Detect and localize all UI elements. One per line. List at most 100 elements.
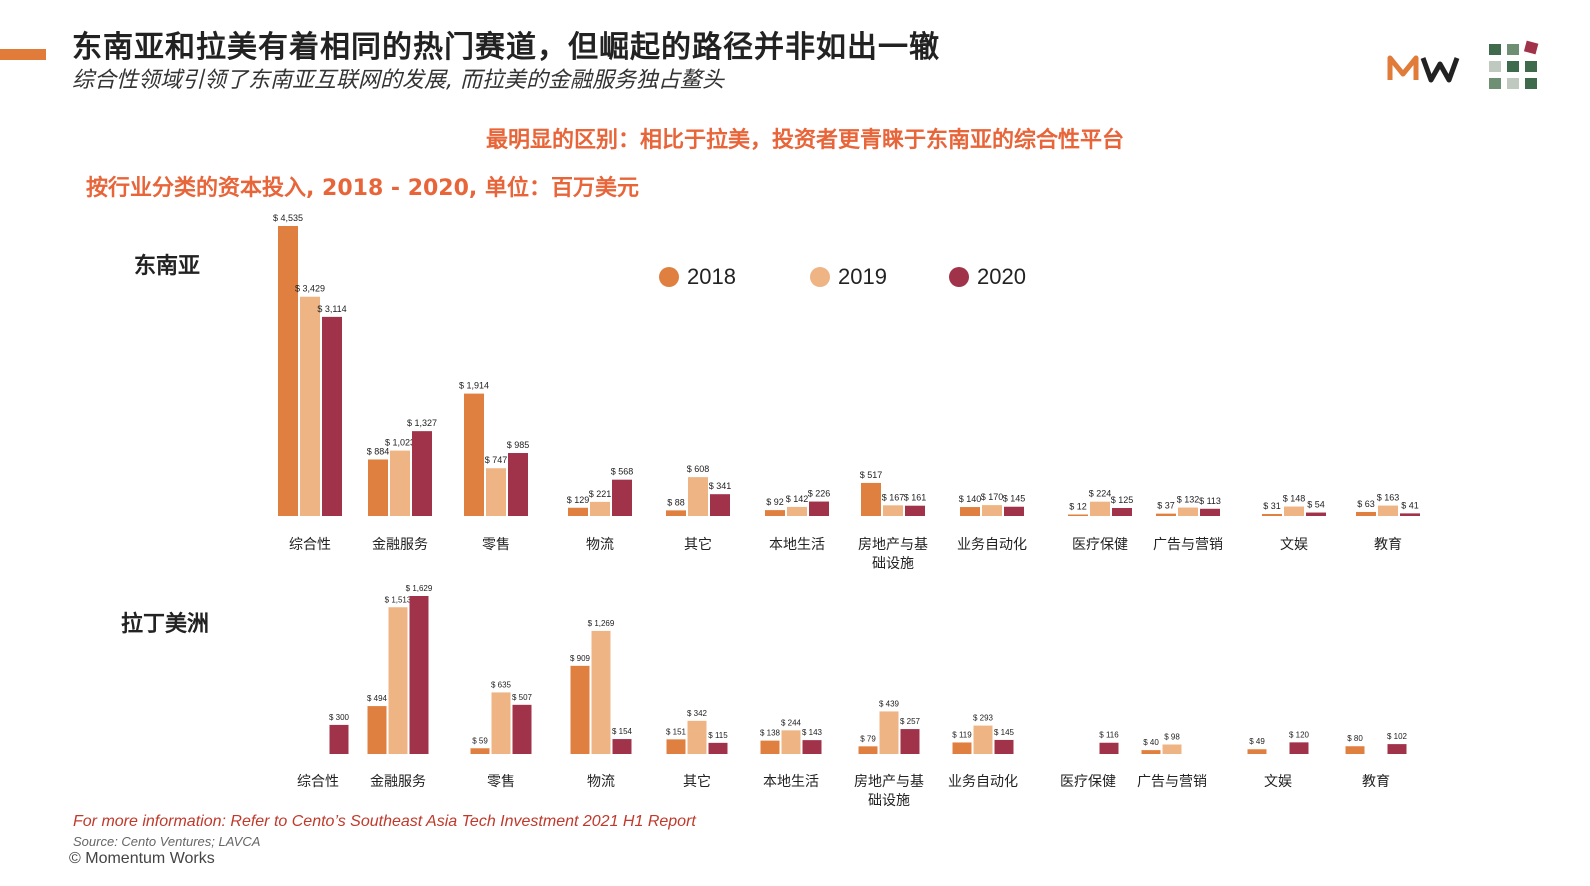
legend-item-2019: 2019 (810, 264, 887, 290)
bar-2020 (1306, 512, 1326, 516)
bar-2020 (809, 501, 829, 516)
data-label-2019: $ 1,023 (385, 438, 415, 448)
bar-2019 (1178, 507, 1198, 516)
category-label: 物流 (587, 774, 615, 790)
bar-2018 (861, 482, 881, 516)
data-label-2020: $ 3,114 (317, 304, 346, 314)
bar-2018 (858, 746, 878, 754)
data-label-2018: $ 1,914 (459, 381, 489, 391)
bar-2020 (1387, 744, 1407, 754)
data-label-2018: $ 59 (472, 736, 488, 745)
category-label: 础设施 (868, 793, 910, 809)
category-label: 础设施 (872, 556, 914, 572)
data-label-2018: $ 88 (667, 497, 685, 507)
bar-2020 (612, 479, 632, 516)
bar-2018 (760, 740, 780, 754)
legend-item-2020: 2020 (949, 264, 1026, 290)
data-label-2020: $ 145 (1003, 494, 1026, 504)
bar-2020 (905, 505, 925, 516)
data-label-2019: $ 439 (879, 699, 900, 708)
data-label-2020: $ 113 (1199, 496, 1221, 506)
bar-2018 (368, 459, 388, 516)
data-label-2018: $ 79 (860, 734, 876, 743)
data-label-2020: $ 102 (1387, 732, 1408, 741)
bar-2018 (765, 510, 785, 516)
data-label-2018: $ 884 (367, 446, 390, 456)
chart-sea: $ 4,535 $ 3,429 $ 3,114 综合性 $ 884$ 1,023 $ 1,… (273, 213, 1420, 572)
category-label: 广告与营销 (1153, 537, 1223, 553)
chart-title: 按行业分类的资本投入, 2018 - 2020, 单位：百万美元 (86, 176, 639, 201)
data-label-2020: $ 341 (709, 481, 732, 491)
category-label: 物流 (586, 537, 614, 553)
source-note: Source: Cento Ventures; LAVCA (73, 834, 261, 849)
category-label: 其它 (684, 536, 712, 553)
bar-2019 (300, 296, 320, 516)
key-finding-headline: 最明显的区别：相比于拉美，投资者更青睐于东南亚的综合性平台 (485, 128, 1124, 153)
data-label-2019: $ 1,513 (385, 595, 412, 604)
bar-2020 (802, 740, 822, 754)
data-label-2020: $ 41 (1401, 500, 1419, 510)
region-label-sea: 东南亚 (134, 254, 201, 279)
legend-label-2019: 2019 (838, 264, 887, 289)
data-label-2018: $ 37 (1157, 501, 1175, 511)
data-label-2019: $ 221 (589, 489, 612, 499)
data-label-2018: $ 140 (959, 494, 982, 504)
data-label-2018: $ 49 (1249, 737, 1265, 746)
legend-marker-2020 (949, 267, 969, 287)
data-label-2020: $ 985 (507, 440, 530, 450)
bar-2019 (590, 501, 610, 516)
category-label: 综合性 (289, 537, 331, 553)
bar-2018 (1247, 749, 1267, 754)
bar-2018 (568, 507, 588, 516)
bar-2019 (973, 725, 993, 754)
data-label-2020: $ 568 (611, 467, 634, 477)
bar-2018 (570, 665, 590, 754)
category-label: 业务自动化 (957, 537, 1027, 553)
bar-2018 (1068, 514, 1088, 516)
data-label-2020: $ 115 (708, 731, 728, 740)
bar-2020 (329, 724, 349, 754)
bar-2020 (322, 316, 342, 516)
bar-2020 (512, 704, 532, 754)
legend-label-2020: 2020 (977, 264, 1026, 289)
bar-2018 (1356, 511, 1376, 516)
data-label-2020: $ 300 (329, 713, 350, 722)
data-label-2018: $ 909 (570, 654, 591, 663)
bar-2018 (952, 742, 972, 754)
data-label-2020: $ 120 (1289, 730, 1310, 739)
data-label-2018: $ 138 (760, 729, 781, 738)
data-label-2019: $ 293 (973, 714, 994, 723)
legend-marker-2018 (659, 267, 679, 287)
data-label-2019: $ 224 (1089, 489, 1112, 499)
data-label-2019: $ 608 (687, 464, 710, 474)
bar-2019 (787, 506, 807, 516)
bar-2018 (464, 393, 484, 516)
data-label-2020: $ 143 (802, 728, 823, 737)
bar-2018 (666, 739, 686, 754)
data-label-2019: $ 635 (491, 680, 512, 689)
data-label-2018: $ 40 (1143, 738, 1159, 747)
page-subtitle: 综合性领域引领了东南亚互联网的发展, 而拉美的金融服务独占鳌头 (72, 68, 724, 93)
bar-2018 (1262, 514, 1282, 516)
data-label-2019: $ 148 (1283, 494, 1306, 504)
data-label-2018: $ 494 (367, 694, 388, 703)
category-label: 文娱 (1280, 537, 1308, 553)
bar-2019 (1090, 501, 1110, 516)
category-label: 广告与营销 (1137, 774, 1207, 790)
category-label: 房地产与基 (854, 773, 924, 790)
category-label: 本地生活 (769, 537, 825, 553)
bar-2018 (278, 226, 298, 516)
data-label-2020: $ 226 (808, 489, 831, 499)
copyright: © Momentum Works (69, 850, 215, 867)
bar-2020 (708, 742, 728, 754)
data-label-2020: $ 1,629 (406, 584, 433, 593)
category-label: 医疗保健 (1072, 537, 1128, 553)
data-label-2020: $ 154 (612, 727, 633, 736)
data-label-2019: $ 747 (485, 455, 508, 465)
bar-2020 (409, 596, 429, 754)
bar-2019 (781, 730, 801, 754)
category-label: 本地生活 (763, 774, 819, 790)
category-label: 综合性 (297, 774, 339, 790)
legend-marker-2019 (810, 267, 830, 287)
